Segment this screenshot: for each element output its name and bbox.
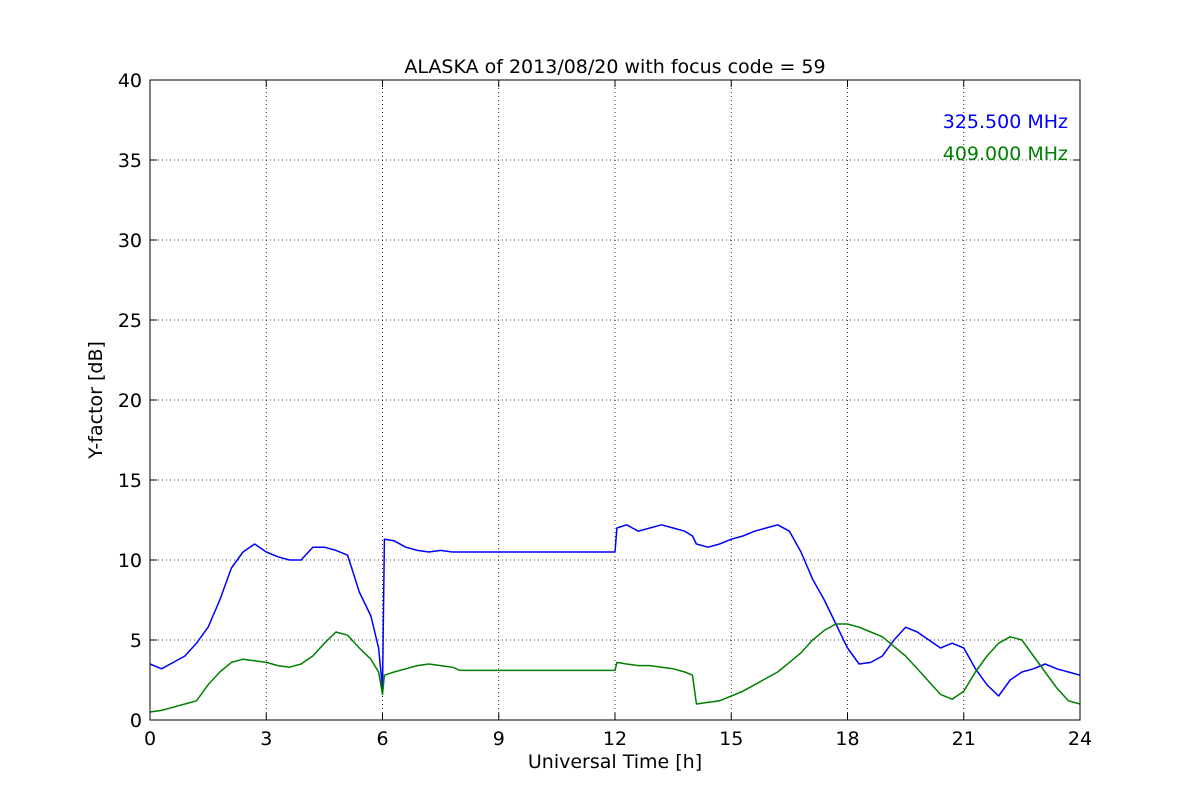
y-tick-label: 0 <box>130 710 142 732</box>
series-line-0 <box>149 524 1081 697</box>
x-axis-label: Universal Time [h] <box>528 751 702 773</box>
chart-title: ALASKA of 2013/08/20 with focus code = 5… <box>404 56 825 78</box>
legend-entry-0: 325.500 MHz <box>943 111 1068 133</box>
y-tick-label: 35 <box>118 150 142 172</box>
x-tick-label: 0 <box>144 728 156 750</box>
x-tick-label: 9 <box>493 728 505 750</box>
x-tick-label: 21 <box>952 728 976 750</box>
y-tick-label: 15 <box>118 470 142 492</box>
y-tick-label: 40 <box>118 70 142 92</box>
y-tick-label: 30 <box>118 230 142 252</box>
axis-ticks: 0 3 6 9 12 15 18 21 24 0 5 10 15 20 25 30 35 40 <box>118 70 1092 750</box>
x-tick-label: 18 <box>835 728 859 750</box>
grid-lines <box>149 79 1081 721</box>
y-axis-label: Y-factor [dB] <box>85 341 107 460</box>
y-tick-label: 20 <box>118 390 142 412</box>
x-tick-label: 15 <box>719 728 743 750</box>
x-tick-label: 3 <box>260 728 272 750</box>
legend-entry-1: 409.000 MHz <box>943 143 1068 165</box>
y-tick-label: 10 <box>118 550 142 572</box>
series-line-1 <box>149 623 1081 713</box>
x-tick-label: 6 <box>376 728 388 750</box>
y-tick-label: 25 <box>118 310 142 332</box>
series-group <box>149 524 1081 713</box>
x-tick-label: 24 <box>1068 728 1092 750</box>
x-tick-label: 12 <box>603 728 627 750</box>
y-tick-label: 5 <box>130 630 142 652</box>
legend: 325.500 MHz 409.000 MHz <box>943 111 1068 165</box>
